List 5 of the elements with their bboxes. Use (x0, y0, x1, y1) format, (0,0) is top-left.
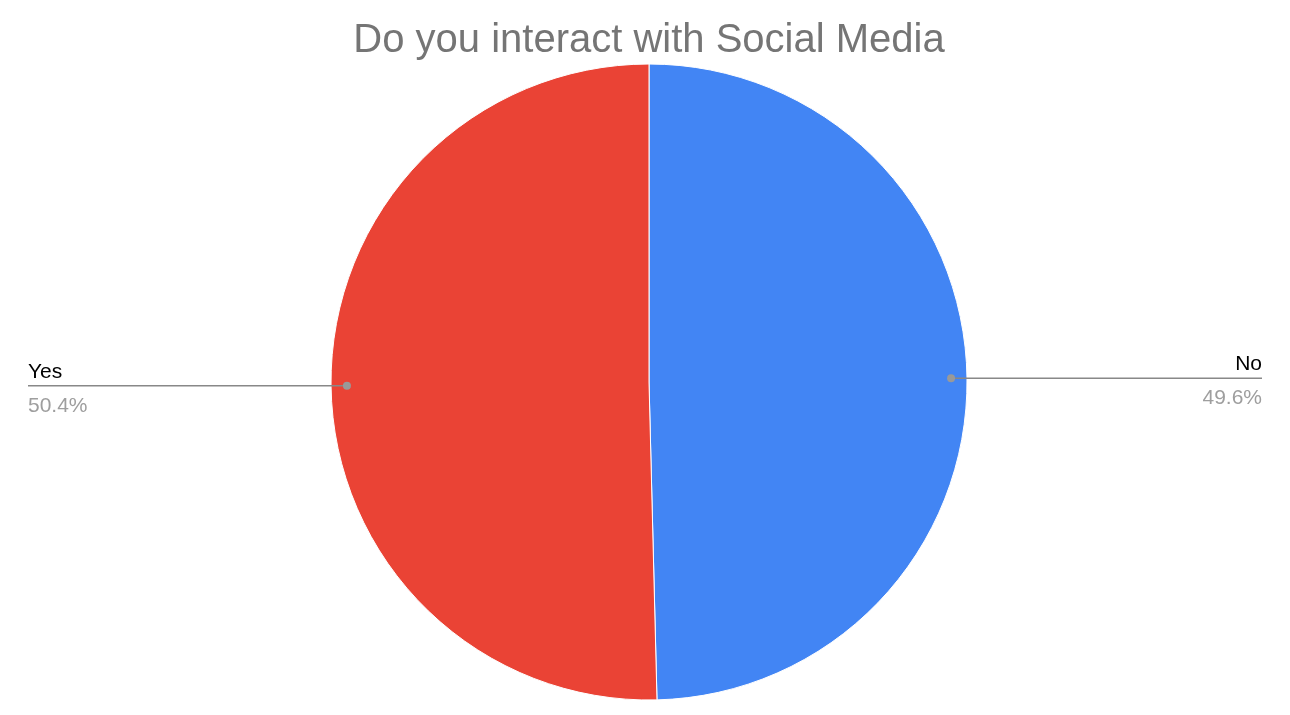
chart-title: Do you interact with Social Media (353, 16, 946, 60)
slice-label: Yes (28, 358, 63, 382)
data-label: 50.4% (28, 392, 88, 416)
data-label: 49.6% (1202, 385, 1262, 409)
slice-label: No (1235, 351, 1262, 375)
